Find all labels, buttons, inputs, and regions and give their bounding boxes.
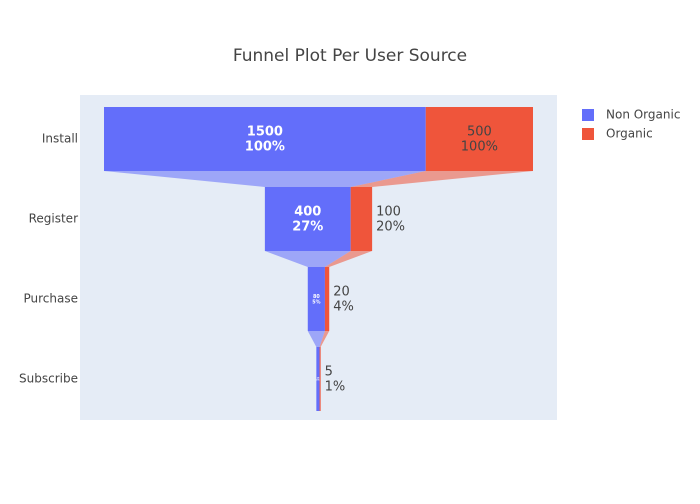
funnel-segment bbox=[264, 187, 351, 251]
value-label: 15 bbox=[317, 377, 320, 379]
legend-swatch bbox=[582, 128, 594, 140]
legend-swatch bbox=[582, 109, 594, 121]
y-tick-label: Purchase bbox=[24, 292, 79, 306]
funnel-segment bbox=[319, 347, 321, 411]
legend-label: Non Organic bbox=[606, 108, 680, 122]
value-label: 20 bbox=[333, 284, 350, 299]
y-tick-label: Install bbox=[42, 132, 78, 146]
funnel-segment bbox=[307, 267, 325, 331]
percent-label: 27% bbox=[292, 219, 323, 234]
funnel-segment bbox=[316, 347, 320, 411]
y-tick-label: Register bbox=[29, 212, 78, 226]
percent-label: 20% bbox=[376, 219, 405, 234]
value-label: 80 bbox=[313, 294, 320, 300]
funnel-segment bbox=[104, 107, 426, 171]
connector bbox=[319, 331, 330, 347]
value-label: 100 bbox=[376, 204, 401, 219]
y-tick-label: Subscribe bbox=[19, 372, 78, 386]
connector bbox=[307, 331, 325, 347]
value-label: 400 bbox=[294, 204, 321, 219]
percent-label: 5% bbox=[312, 299, 320, 305]
chart-title: Funnel Plot Per User Source bbox=[233, 46, 467, 66]
value-label: 500 bbox=[467, 124, 492, 139]
connector bbox=[104, 171, 426, 187]
percent-label: 1% bbox=[325, 379, 346, 394]
percent-label: 100% bbox=[245, 139, 285, 154]
value-label: 5 bbox=[325, 364, 333, 379]
funnel-segment bbox=[350, 187, 373, 251]
connector bbox=[324, 251, 373, 267]
legend-label: Organic bbox=[606, 127, 653, 141]
percent-label: 4% bbox=[333, 299, 354, 314]
funnel-segment bbox=[425, 107, 533, 171]
percent-label: 100% bbox=[461, 139, 498, 154]
connector bbox=[264, 251, 351, 267]
value-label: 1500 bbox=[247, 124, 283, 139]
funnel-segment bbox=[324, 267, 330, 331]
connector bbox=[350, 171, 533, 187]
percent-label: 1% bbox=[316, 380, 319, 382]
